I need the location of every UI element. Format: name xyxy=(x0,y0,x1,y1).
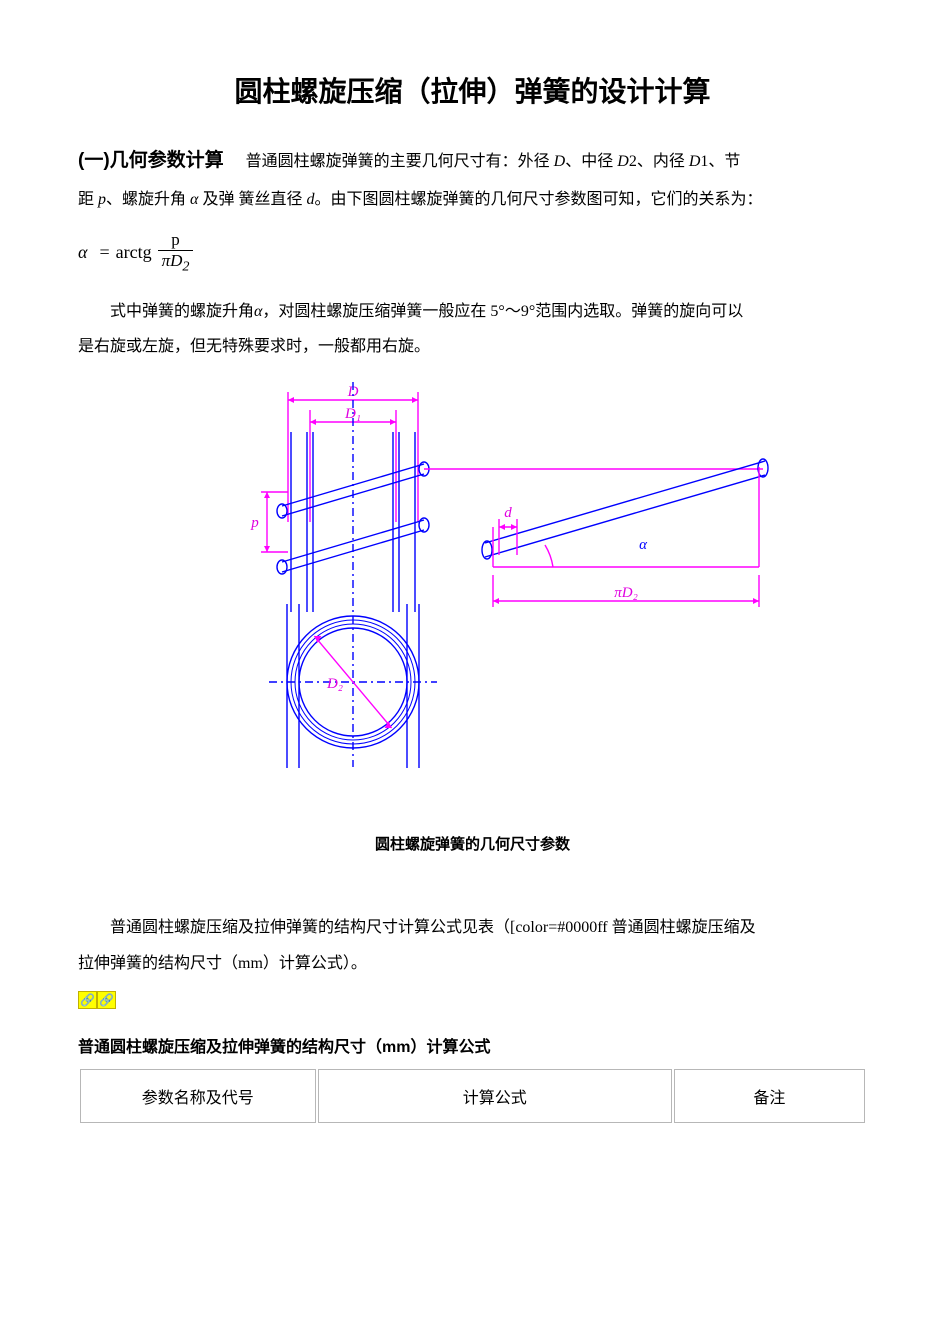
t: 式中弹簧的螺旋升角 xyxy=(78,294,254,329)
f-op: arctg xyxy=(116,242,152,263)
svg-text:D₂: D₂ xyxy=(325,676,342,692)
svg-text:πD₂: πD₂ xyxy=(614,585,638,601)
f-frac: p πD2 xyxy=(158,231,194,274)
svg-text:p: p xyxy=(250,515,259,531)
t: 距 xyxy=(78,191,98,208)
anchor-icons: 🔗 🔗 xyxy=(78,991,116,1009)
struct-table: 参数名称及代号 计算公式 备注 xyxy=(78,1067,867,1125)
th-param: 参数名称及代号 xyxy=(80,1069,316,1123)
link-icon[interactable]: 🔗 xyxy=(78,991,97,1009)
sym-p: p xyxy=(98,191,106,208)
th-formula: 计算公式 xyxy=(318,1069,672,1123)
spring-svg: DD₁pD₂αdπD₂ xyxy=(163,372,783,772)
f-eq: = xyxy=(99,242,109,263)
f-lhs: α xyxy=(78,242,87,263)
sym-D1: D xyxy=(689,153,701,170)
th-note: 备注 xyxy=(674,1069,865,1123)
t: 。由下图圆柱螺旋弹簧的几何尺寸参数图可知，它们的关系为： xyxy=(314,191,762,208)
f-num: p xyxy=(165,231,186,250)
sym-D2: D xyxy=(617,153,629,170)
sym-D: D xyxy=(554,153,566,170)
t: 、螺旋升角 xyxy=(106,191,190,208)
diagram-caption: 圆柱螺旋弹簧的几何尺寸参数 xyxy=(78,833,867,854)
t: 普通圆柱螺旋压缩及拉伸弹簧的结构尺寸计算公式见表（[color=#0000ff … xyxy=(78,910,756,945)
t: 普通圆柱螺旋弹簧的主要几何尺寸有：外径 xyxy=(246,153,554,170)
t: 及弹 簧丝直径 xyxy=(198,191,306,208)
f-sub: 2 xyxy=(182,258,189,274)
sub2: 2 xyxy=(629,153,637,170)
page-title: 圆柱螺旋压缩（拉伸）弹簧的设计计算 xyxy=(78,70,867,110)
spring-diagram: DD₁pD₂αdπD₂ xyxy=(78,372,867,777)
svg-text:α: α xyxy=(639,537,648,553)
para-alpha-note: 式中弹簧的螺旋升角 α，对圆柱螺旋压缩弹簧一般应在 5°～9°范围内选取。弹簧的… xyxy=(78,294,867,364)
t: 是右旋或左旋，但无特殊要求时，一般都用右旋。 xyxy=(78,338,430,355)
t: 、节 xyxy=(708,153,740,170)
t: 、内径 xyxy=(637,153,689,170)
para-table-intro: 普通圆柱螺旋压缩及拉伸弹簧的结构尺寸计算公式见表（[color=#0000ff … xyxy=(78,910,867,980)
svg-text:d: d xyxy=(504,505,512,521)
f-D: D xyxy=(170,251,182,270)
t: 拉伸弹簧的结构尺寸（mm）计算公式）。 xyxy=(78,955,367,972)
formula-alpha: α = arctg p πD2 xyxy=(78,231,867,274)
para-geom-intro: (一)几何参数计算普通圆柱螺旋弹簧的主要几何尺寸有：外径 D、中径 D2、内径 … xyxy=(78,140,867,217)
t: 、中径 xyxy=(565,153,617,170)
t: ，对圆柱螺旋压缩弹簧一般应在 5°～9°范围内选取。弹簧的旋向可以 xyxy=(262,303,743,320)
link-icon[interactable]: 🔗 xyxy=(97,991,116,1009)
table-title: 普通圆柱螺旋压缩及拉伸弹簧的结构尺寸（mm）计算公式 xyxy=(78,1033,867,1057)
f-pi: π xyxy=(162,251,171,270)
section1-label: (一)几何参数计算 xyxy=(78,150,224,171)
f-den: πD2 xyxy=(158,250,194,274)
table-header-row: 参数名称及代号 计算公式 备注 xyxy=(80,1069,865,1123)
